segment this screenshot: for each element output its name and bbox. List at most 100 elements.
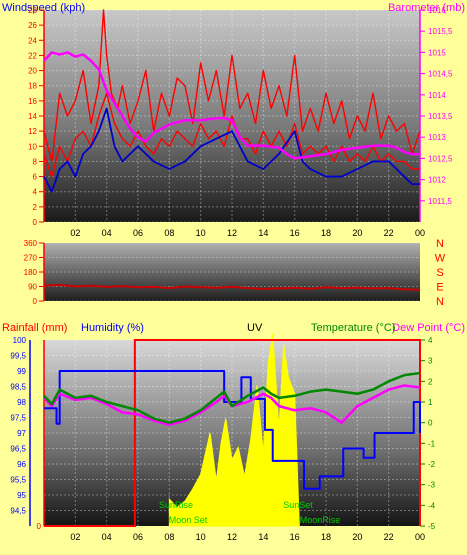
wind-series (43, 9, 421, 193)
barometer-tick-label: 1013,5 (428, 112, 453, 121)
windspeed-tick-label: 6 (33, 173, 38, 182)
humidity-tick-label: 98,5 (10, 383, 26, 392)
temp-x-tick-label: 02 (70, 532, 80, 542)
humidity-tick-label: 98 (17, 398, 26, 407)
direction-series (43, 283, 421, 291)
dewpoint-axis-label: Dew Point (°C) (392, 322, 465, 334)
barometer-tick-label: 1014,5 (428, 70, 453, 79)
sun-moon-label: SunSet (283, 500, 313, 510)
wind-barometer-chart: Windspeed (kph) Barometer (mb) 02 04 06 08 1… (2, 2, 465, 238)
direction-plot-area (44, 243, 420, 301)
rainfall-axis-label: Rainfall (mm) (2, 322, 67, 334)
wind-gust-line (43, 9, 421, 163)
windspeed-tick-label: 14 (28, 112, 37, 121)
temp-x-tick-label: 18 (321, 532, 331, 542)
temp-tick-label: -2 (428, 460, 436, 469)
humidity-tick-label: 95 (17, 491, 26, 500)
temperature-humidity-chart: Rainfall (mm) Humidity (%) UV Temperatur… (2, 322, 465, 542)
barometer-axis-label: Barometer (mb) (388, 2, 465, 14)
temp-x-tick-label: 20 (352, 532, 362, 542)
humidity-tick-label: 95,5 (10, 476, 26, 485)
humidity-tick-label: 97 (17, 429, 26, 438)
barometer-tick-label: 1016 (428, 6, 446, 15)
barometer-tick-label: 1012,5 (428, 154, 453, 163)
humidity-axis-label: Humidity (%) (81, 322, 144, 334)
windspeed-tick-label: 4 (33, 188, 38, 197)
direction-tick-label: 270 (24, 254, 38, 263)
windspeed-tick-label: 0 (33, 218, 38, 227)
windspeed-tick-label: 24 (28, 36, 37, 45)
wind-speed-line (43, 92, 420, 178)
barometer-line (43, 51, 420, 160)
humidity-tick-label: 97,5 (10, 414, 26, 423)
temp-tick-label: -4 (428, 501, 436, 510)
temp-x-tick-label: 06 (133, 532, 143, 542)
humidity-line (44, 370, 421, 490)
barometer-tick-label: 1015 (428, 48, 446, 57)
wind-x-tick-label: 08 (164, 228, 174, 238)
direction-tick-label: 360 (24, 239, 38, 248)
temp-x-tick-label: 14 (258, 532, 268, 542)
temp-ticks: 02 04 06 08 10 12 14 16 18 20 22 0094,59595,59696,5… (10, 336, 435, 542)
windspeed-tick-label: 16 (28, 97, 37, 106)
direction-tick-label: 180 (24, 268, 38, 277)
wind-x-tick-label: 10 (196, 228, 206, 238)
windspeed-tick-label: 18 (28, 82, 37, 91)
windspeed-tick-label: 2 (33, 203, 38, 212)
temp-x-tick-label: 12 (227, 532, 237, 542)
barometer-tick-label: 1013 (428, 133, 446, 142)
wind-x-tick-label: 20 (352, 228, 362, 238)
barometer-tick-label: 1015,5 (428, 27, 453, 36)
wind-x-tick-label: 14 (258, 228, 268, 238)
humidity-tick-label: 94,5 (10, 507, 26, 516)
wind-x-tick-label: 22 (384, 228, 394, 238)
compass-label: E (436, 282, 443, 294)
sun-moon-label: SunRise (159, 500, 193, 510)
humidity-tick-label: 96 (17, 460, 26, 469)
windspeed-tick-label: 20 (28, 67, 37, 76)
wind-direction-line (43, 283, 421, 291)
temp-x-tick-label: 10 (196, 532, 206, 542)
humidity-tick-label: 99,5 (10, 352, 26, 361)
windspeed-tick-label: 28 (28, 6, 37, 15)
temp-series (43, 333, 421, 527)
humidity-tick-label: 96,5 (10, 445, 26, 454)
windspeed-axis-label: Windspeed (kph) (2, 2, 85, 14)
temp-tick-label: -5 (428, 522, 436, 531)
windspeed-tick-label: 10 (28, 142, 37, 151)
compass-label: N (436, 296, 444, 308)
uv-area (168, 333, 300, 527)
temp-tick-label: 2 (428, 377, 433, 386)
temperature-line (43, 371, 421, 424)
temp-x-tick-label: 22 (384, 532, 394, 542)
uv-axis-label: UV (247, 322, 263, 334)
wind-x-tick-label: 04 (102, 228, 112, 238)
sun-moon-label: Moon Set (169, 515, 208, 525)
sun-moon-annotations: SunRise SunSet Moon Set MoonRise (159, 500, 340, 525)
barometer-tick-label: 1014 (428, 91, 446, 100)
humidity-tick-label: 100 (13, 336, 27, 345)
temp-tick-label: 3 (428, 357, 433, 366)
temp-tick-label: 1 (428, 398, 433, 407)
windspeed-tick-label: 22 (28, 51, 37, 60)
compass-label: S (436, 267, 443, 279)
wind-x-tick-label: 16 (290, 228, 300, 238)
temperature-axis-label: Temperature (°C) (311, 322, 395, 334)
direction-tick-label: 90 (28, 283, 37, 292)
wind-x-tick-label: 12 (227, 228, 237, 238)
wind-x-tick-label: 18 (321, 228, 331, 238)
windspeed-tick-label: 12 (28, 127, 37, 136)
compass-label: W (435, 253, 446, 265)
temp-tick-label: -3 (428, 481, 436, 490)
temp-tick-label: 0 (428, 419, 433, 428)
wind-x-tick-label: 00 (415, 228, 425, 238)
temp-tick-label: 4 (428, 336, 433, 345)
wind-ticks: 02 04 06 08 10 12 14 16 18 20 22 000246810121416182… (28, 6, 453, 238)
temp-x-tick-label: 00 (415, 532, 425, 542)
barometer-tick-label: 1012 (428, 176, 446, 185)
temp-x-tick-label: 04 (102, 532, 112, 542)
windspeed-tick-label: 26 (28, 21, 37, 30)
temp-x-tick-label: 08 (164, 532, 174, 542)
